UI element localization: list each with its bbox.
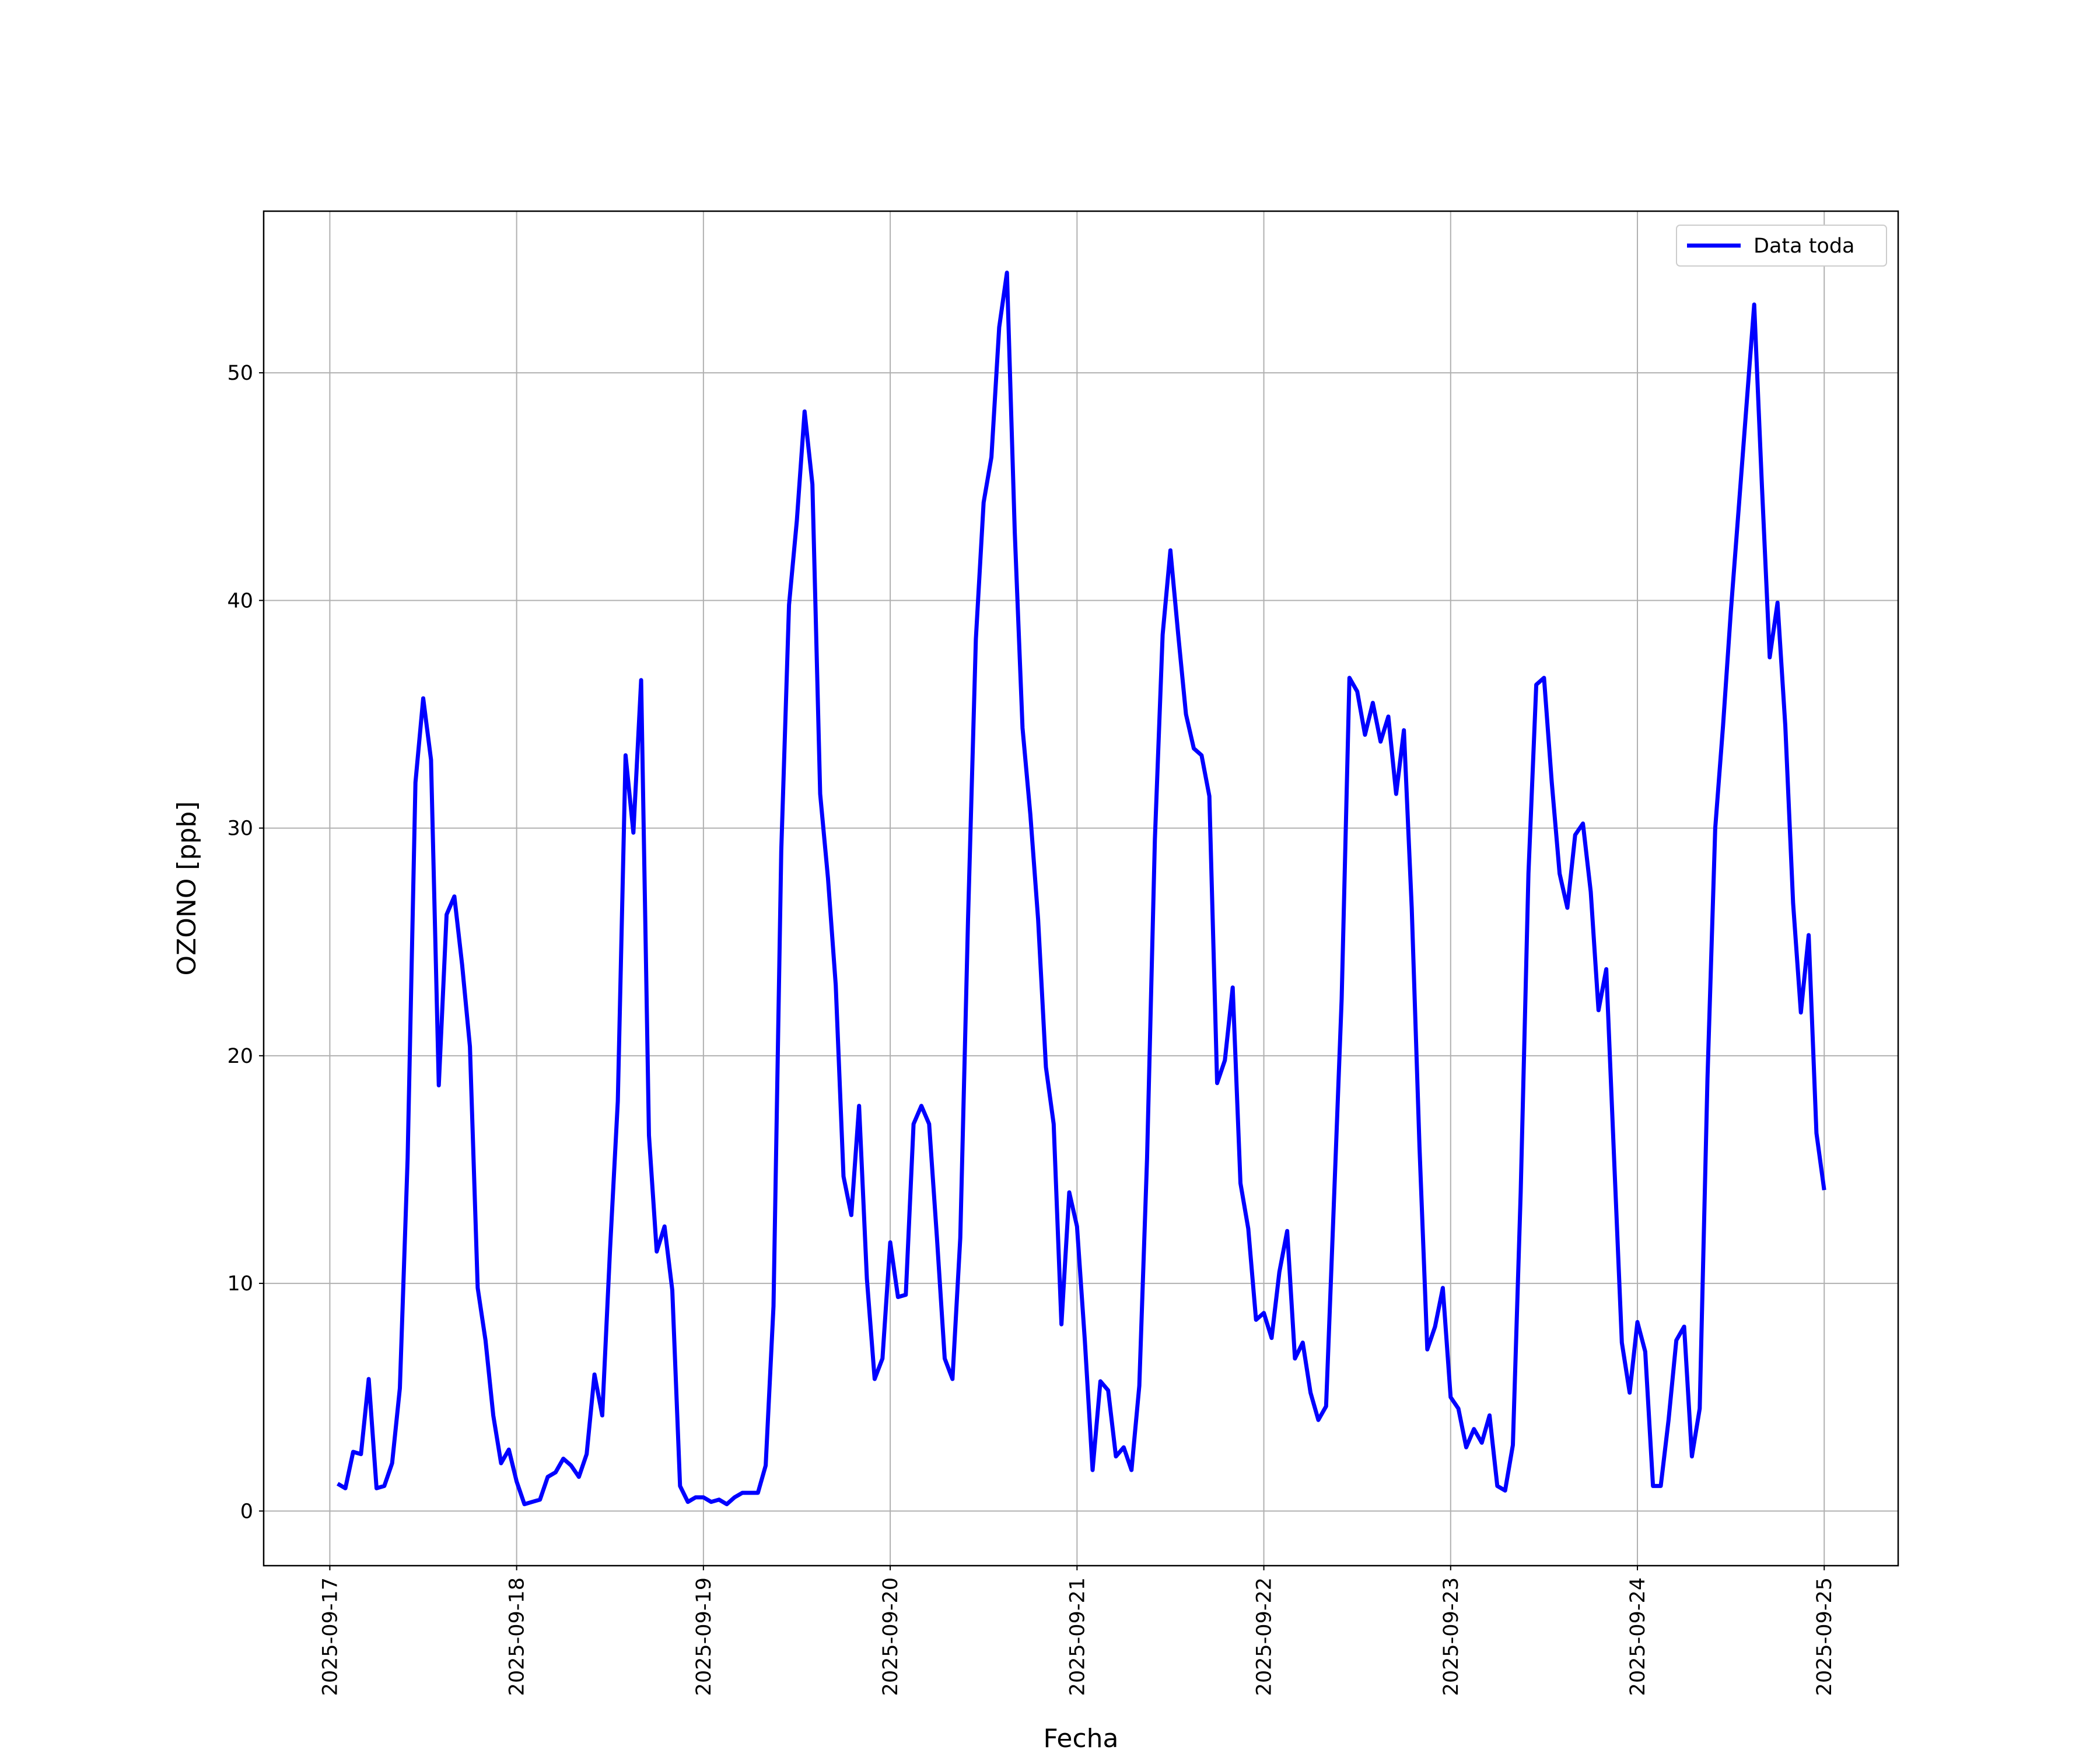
data-line	[337, 270, 1826, 1507]
y-tick-label: 10	[227, 1272, 253, 1296]
y-tick-label: 50	[227, 362, 253, 385]
x-tick-label: 2025-09-20	[879, 1577, 902, 1696]
y-axis-label: OZONO [ppb]	[172, 801, 202, 975]
y-tick-label: 20	[227, 1045, 253, 1068]
legend-box	[1676, 225, 1887, 267]
y-tick-label: 30	[227, 817, 253, 841]
x-tick-label: 2025-09-23	[1440, 1577, 1463, 1696]
x-tick-label: 2025-09-21	[1066, 1577, 1089, 1696]
x-tick-label: 2025-09-22	[1253, 1577, 1276, 1696]
x-tick-label: 2025-09-24	[1626, 1577, 1650, 1696]
plot-frame	[262, 210, 1899, 1567]
legend-label: Data toda	[1754, 235, 1855, 258]
x-tick-label: 2025-09-18	[506, 1577, 529, 1696]
x-tick-label: 2025-09-25	[1813, 1577, 1836, 1696]
y-tick-label: 0	[240, 1500, 253, 1523]
x-tick-label: 2025-09-17	[318, 1577, 342, 1696]
x-tick-label: 2025-09-19	[692, 1577, 716, 1696]
y-tick-label: 40	[227, 589, 253, 612]
x-axis-label: Fecha	[1043, 1724, 1118, 1750]
